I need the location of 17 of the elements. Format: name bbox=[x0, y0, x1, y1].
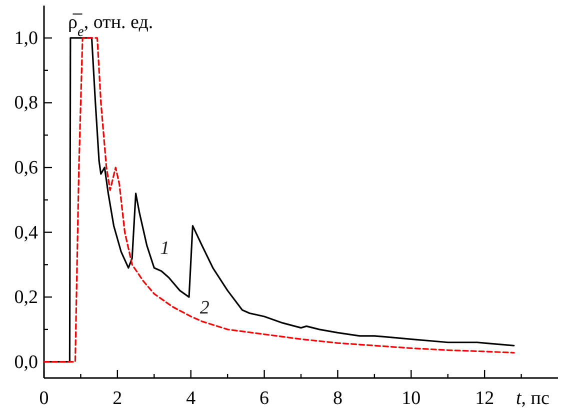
x-tick-label: 10 bbox=[402, 388, 421, 409]
y-tick-label: 0,2 bbox=[14, 287, 38, 308]
x-axis-title: t, пс bbox=[516, 388, 550, 409]
series-label: 2 bbox=[200, 297, 210, 318]
x-tick-label: 6 bbox=[260, 388, 270, 409]
series-label: 1 bbox=[160, 238, 170, 259]
x-tick-label: 12 bbox=[475, 388, 494, 409]
y-tick-label: 1,0 bbox=[14, 28, 38, 49]
x-tick-label: 8 bbox=[332, 388, 342, 409]
x-tick-label: 4 bbox=[186, 388, 196, 409]
x-tick-label: 2 bbox=[112, 388, 122, 409]
y-tick-label: 0,6 bbox=[14, 158, 38, 179]
x-tick-label: 0 bbox=[39, 388, 49, 409]
y-tick-label: 0,0 bbox=[14, 352, 38, 373]
y-tick-label: 0,4 bbox=[14, 222, 38, 244]
y-tick-label: 0,8 bbox=[14, 92, 38, 114]
y-axis-title: ρ̅$_{e}$, отн. ед. bbox=[68, 12, 154, 40]
